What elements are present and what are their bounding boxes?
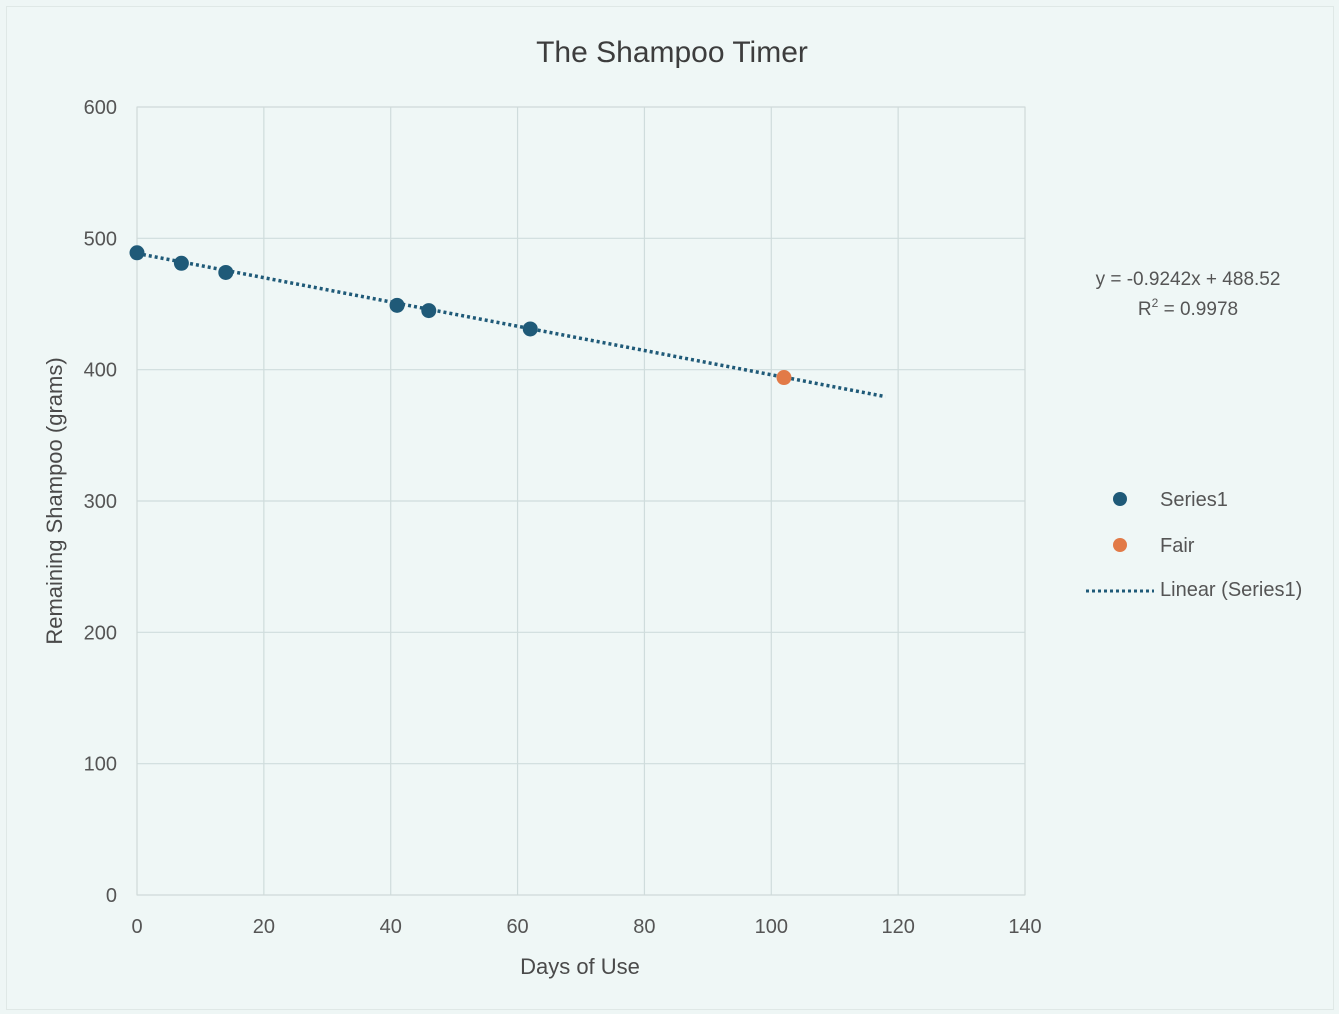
data-points [129,245,792,386]
chart-title: The Shampoo Timer [536,36,808,69]
x-tick-label: 80 [633,916,655,938]
legend-label-fair: Fair [1160,535,1195,557]
x-axis-ticks: 0 20 40 60 80 100 120 140 [131,916,1041,938]
data-point-series1 [389,297,405,313]
y-tick-label: 300 [84,491,117,513]
grid-lines [136,106,1026,896]
plot-area [136,106,1026,896]
data-point-series1 [421,303,437,319]
x-tick-label: 120 [881,916,914,938]
legend: Series1 Fair Linear (Series1) [1086,489,1302,601]
x-tick-label: 100 [755,916,788,938]
r-squared-label: R2 = 0.9978 [1138,296,1238,320]
y-tick-label: 600 [84,97,117,119]
data-point-series1 [173,255,189,271]
trendline [136,251,886,399]
x-axis-title: Days of Use [520,954,640,979]
data-point-series1 [218,264,234,280]
y-tick-label: 100 [84,754,117,776]
r-squared-superscript: 2 [1152,296,1159,310]
r-squared-value: = 0.9978 [1158,299,1238,320]
data-point-fair [776,370,792,386]
y-tick-label: 0 [106,885,117,907]
y-axis-ticks: 0 100 200 300 400 500 600 [84,97,117,907]
legend-label-trendline: Linear (Series1) [1160,579,1302,601]
trendline-equation: y = -0.9242x + 488.52 R2 = 0.9978 [1096,269,1281,320]
legend-marker-fair [1113,538,1127,552]
y-axis-title: Remaining Shampoo (grams) [42,357,67,644]
r-squared-symbol: R [1138,299,1152,320]
data-point-series1 [129,245,145,261]
chart-frame [6,6,1334,1010]
y-tick-label: 400 [84,360,117,382]
legend-marker-series1 [1113,492,1127,506]
x-tick-label: 60 [506,916,528,938]
x-tick-label: 0 [131,916,142,938]
y-tick-label: 200 [84,622,117,644]
x-tick-label: 20 [253,916,275,938]
y-tick-label: 500 [84,228,117,250]
x-tick-label: 40 [380,916,402,938]
legend-label-series1: Series1 [1160,489,1228,511]
data-point-series1 [522,321,538,337]
x-tick-label: 140 [1008,916,1041,938]
trendline-line [136,251,886,399]
trendline-equation-text: y = -0.9242x + 488.52 [1096,269,1281,290]
